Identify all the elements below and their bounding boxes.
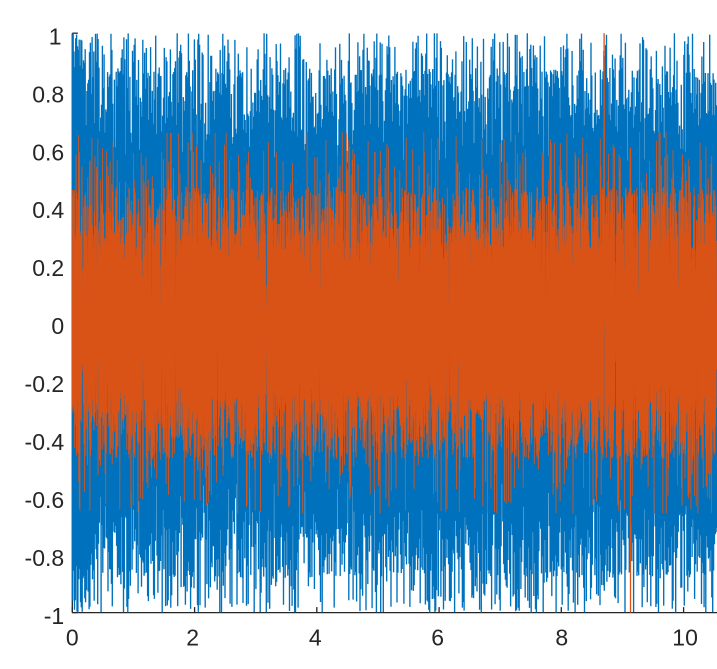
- svg-text:-0.8: -0.8: [25, 545, 65, 571]
- svg-text:4: 4: [309, 625, 322, 651]
- svg-text:-0.4: -0.4: [25, 429, 65, 455]
- svg-text:-0.2: -0.2: [25, 371, 65, 397]
- svg-text:10: 10: [672, 625, 698, 651]
- svg-text:-0.6: -0.6: [25, 487, 65, 513]
- svg-text:1: 1: [49, 23, 62, 49]
- svg-text:0.4: 0.4: [32, 197, 64, 223]
- svg-text:-1: -1: [44, 603, 64, 629]
- svg-text:0.8: 0.8: [32, 81, 64, 107]
- svg-text:2: 2: [186, 625, 199, 651]
- svg-text:0: 0: [66, 625, 79, 651]
- svg-text:0.2: 0.2: [32, 255, 64, 281]
- svg-text:0: 0: [51, 313, 64, 339]
- svg-text:0.6: 0.6: [32, 139, 64, 165]
- svg-text:6: 6: [431, 625, 444, 651]
- svg-text:8: 8: [555, 625, 568, 651]
